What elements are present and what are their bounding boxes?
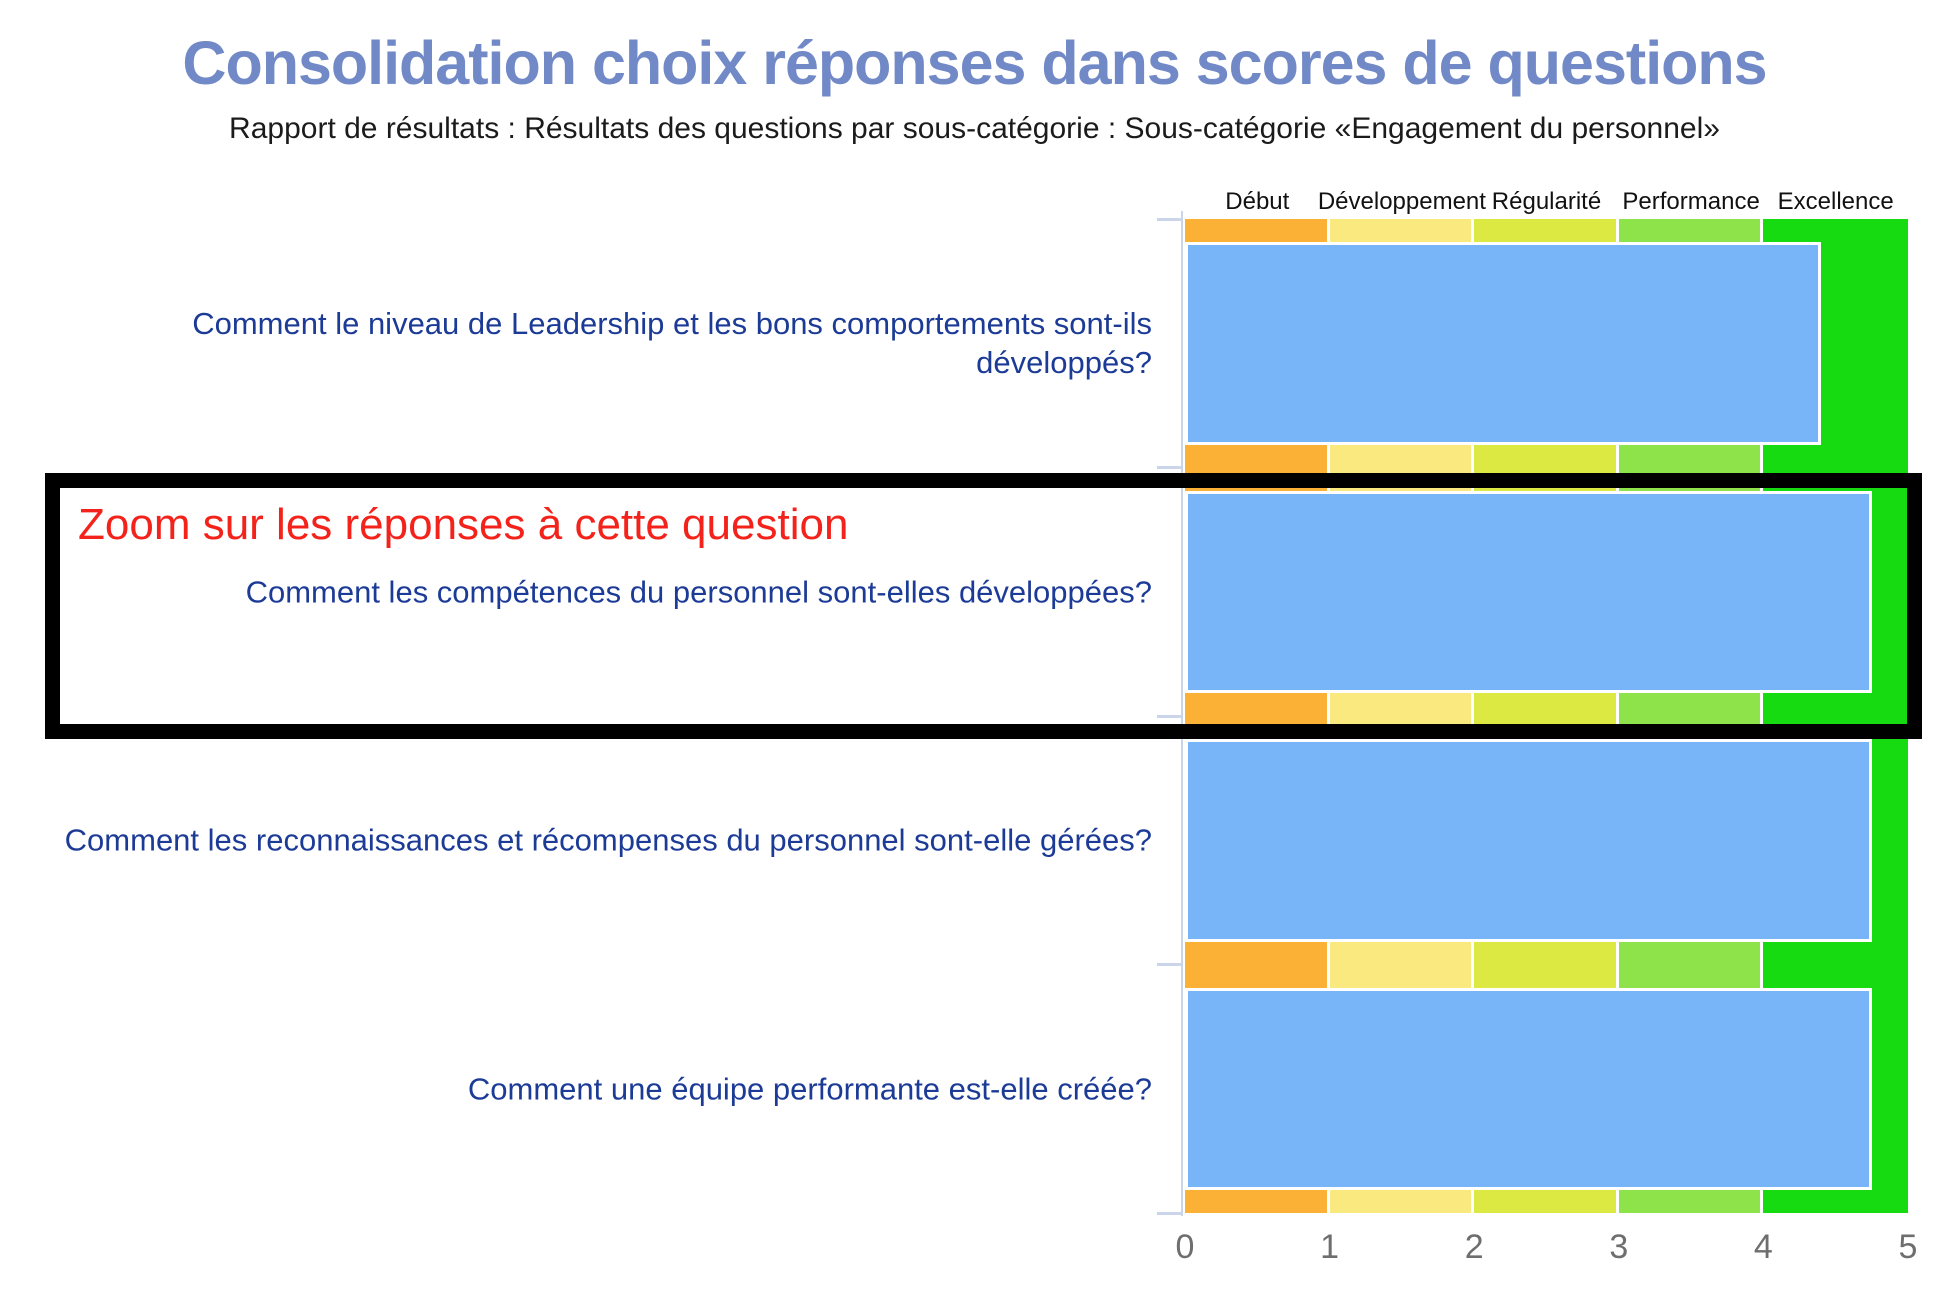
x-axis-label-2: 2: [1464, 1228, 1484, 1266]
axis-tick-4: [1157, 1211, 1183, 1215]
question-label-leadership: Comment le niveau de Leadership et les b…: [192, 306, 1152, 380]
axis-tick-2: [1157, 714, 1183, 718]
zoom-note-label: Zoom sur les réponses à cette question: [78, 500, 849, 549]
zone-label-developpement: Développement: [1317, 188, 1486, 215]
score-bar-3: [1185, 739, 1872, 942]
x-axis-label-3: 3: [1609, 1228, 1629, 1266]
zone-label-excellence: Excellence: [1777, 188, 1894, 215]
x-axis-label-1: 1: [1320, 1228, 1340, 1266]
y-axis-line: [1181, 211, 1183, 1216]
zone-label-regularite: Régularité: [1491, 188, 1602, 215]
x-axis-label-0: 0: [1175, 1228, 1195, 1266]
axis-tick-1: [1157, 466, 1183, 469]
score-bar-1: [1185, 242, 1822, 445]
zone-label-performance: Performance: [1622, 188, 1760, 215]
x-axis-label-5: 5: [1898, 1228, 1918, 1266]
zone-label-debut: Début: [1225, 188, 1290, 215]
question-label-competences: Comment les compétences du personnel son…: [245, 574, 1152, 610]
page-title: Consolidation choix réponses dans scores…: [182, 29, 1767, 97]
chart-plot-area: [1185, 219, 1908, 1213]
page-subtitle: Rapport de résultats : Résultats des que…: [229, 112, 1720, 145]
score-bar-4: [1185, 987, 1872, 1190]
question-label-equipe: Comment une équipe performante est-elle …: [467, 1071, 1152, 1107]
axis-tick-3: [1157, 963, 1183, 966]
score-bar-2: [1185, 490, 1872, 693]
axis-tick-0: [1157, 217, 1183, 221]
question-label-reconnaissances: Comment les reconnaissances et récompens…: [64, 822, 1152, 858]
x-axis-label-4: 4: [1753, 1228, 1773, 1266]
